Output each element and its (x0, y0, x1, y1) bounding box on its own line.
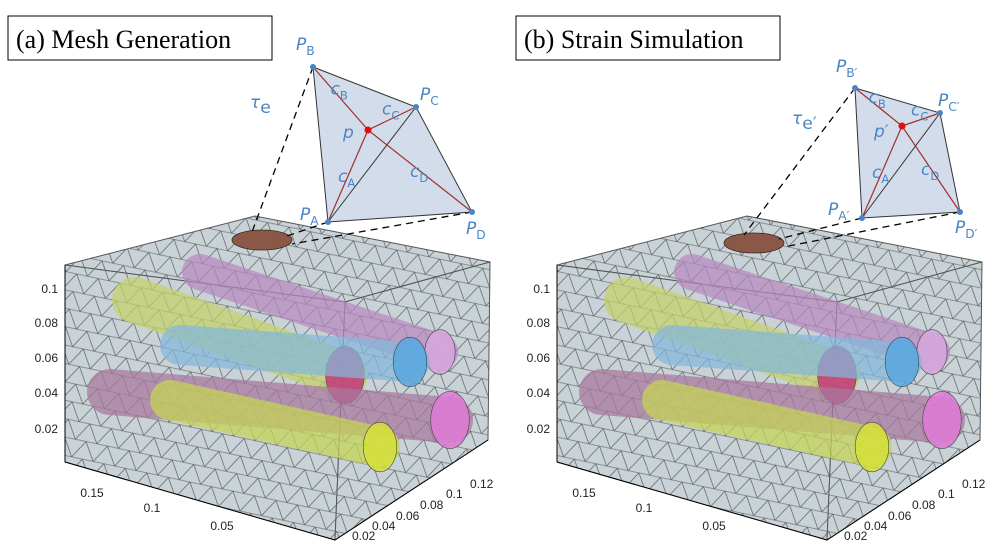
y-tick-label: 0.12 (962, 477, 986, 491)
mesh-box (557, 216, 982, 540)
y-tick-label: 0.06 (888, 509, 912, 523)
vertex (469, 209, 475, 215)
x-tick-label: 0.15 (80, 486, 104, 500)
vertex-label-sub: A′ (838, 209, 849, 223)
x-tick-label: 0.1 (144, 501, 161, 515)
z-tick-label: 0.02 (527, 422, 551, 436)
z-tick-label: 0.04 (527, 386, 551, 400)
y-tick-label: 0.04 (372, 519, 396, 533)
inclusion-cap (393, 337, 427, 387)
point-label: p (342, 123, 354, 143)
vertex (310, 64, 316, 70)
point-p (365, 127, 372, 134)
vertex-label: PD (466, 219, 486, 242)
inclusion-cap (885, 337, 919, 387)
tau-label: τe (250, 93, 271, 118)
vertex-label: PA (300, 205, 319, 228)
vertex-label: PC′ (938, 91, 960, 114)
vertex-label: PB′ (836, 57, 858, 80)
vertex-label: PD′ (955, 218, 978, 241)
y-tick-label: 0.04 (864, 519, 888, 533)
x-tick-label: 0.05 (702, 519, 726, 533)
point-label-base: p′ (873, 122, 889, 142)
vertex-label-sub: C (430, 94, 439, 108)
coord-label-sub: B (878, 97, 886, 111)
z-tick-label: 0.06 (35, 351, 59, 365)
z-tick-label: 0.08 (35, 316, 59, 330)
tau-label-sub: e (260, 98, 271, 118)
z-tick-label: 0.1 (533, 282, 550, 296)
vertex (413, 104, 419, 110)
z-tick-label: 0.08 (527, 316, 551, 330)
point-label-base: p (342, 123, 354, 143)
vertex (859, 215, 865, 221)
point-p (899, 123, 906, 130)
inclusion (180, 345, 410, 362)
figure: (a) Mesh Generation0.10.080.060.040.020.… (0, 0, 988, 544)
coord-label-sub: C (920, 110, 928, 124)
x-tick-label: 0.05 (210, 519, 234, 533)
vertex-label: PC (420, 85, 439, 108)
x-tick-label: 0.1 (636, 501, 653, 515)
inclusion-cap (917, 330, 947, 375)
inclusion-cap (425, 330, 455, 375)
coord-label-sub: D (419, 171, 428, 185)
inclusion-cap (431, 391, 470, 448)
panel-title: (a) Mesh Generation (16, 25, 231, 54)
inclusion (672, 345, 902, 362)
inclusion-cap (855, 422, 889, 472)
element (232, 230, 292, 250)
vertex (852, 85, 858, 91)
vertex-label: PB (296, 35, 315, 58)
vertex-label-sub: A (310, 214, 319, 228)
vertex-label-sub: D (476, 228, 485, 242)
inclusion-cap (923, 391, 962, 448)
vertex (325, 219, 331, 225)
z-tick-label: 0.02 (35, 422, 59, 436)
y-tick-label: 0.12 (470, 477, 494, 491)
y-tick-label: 0.06 (396, 509, 420, 523)
vertex-label-sub: D′ (965, 227, 977, 241)
coord-label: cC (911, 101, 928, 124)
z-tick-label: 0.04 (35, 386, 59, 400)
vertex (957, 209, 963, 215)
coord-label-sub: A (347, 176, 355, 190)
coord-label-sub: A (881, 172, 889, 186)
vertex-label-sub: C′ (948, 100, 960, 114)
vertex-label-sub: B′ (846, 66, 857, 80)
coord-label-sub: D (930, 169, 939, 183)
vertex-label: PA′ (828, 200, 850, 223)
element (724, 233, 784, 253)
y-tick-label: 0.08 (420, 498, 444, 512)
tau-label: τe′ (792, 109, 817, 134)
z-tick-label: 0.1 (41, 282, 58, 296)
x-tick-label: 0.15 (572, 486, 596, 500)
point-label: p′ (873, 122, 889, 142)
z-tick-label: 0.06 (527, 351, 551, 365)
vertex-label-sub: B (306, 44, 314, 58)
coord-label-sub: C (391, 109, 399, 123)
coord-label-sub: B (340, 89, 348, 103)
y-tick-label: 0.08 (912, 498, 936, 512)
inclusion-cap (363, 422, 397, 472)
panel-title: (b) Strain Simulation (524, 25, 744, 54)
tau-label-sub: e′ (802, 114, 817, 134)
y-tick-label: 0.1 (938, 487, 955, 501)
y-tick-label: 0.1 (446, 487, 463, 501)
mesh-box (65, 216, 490, 540)
coord-label: cB (869, 88, 886, 111)
